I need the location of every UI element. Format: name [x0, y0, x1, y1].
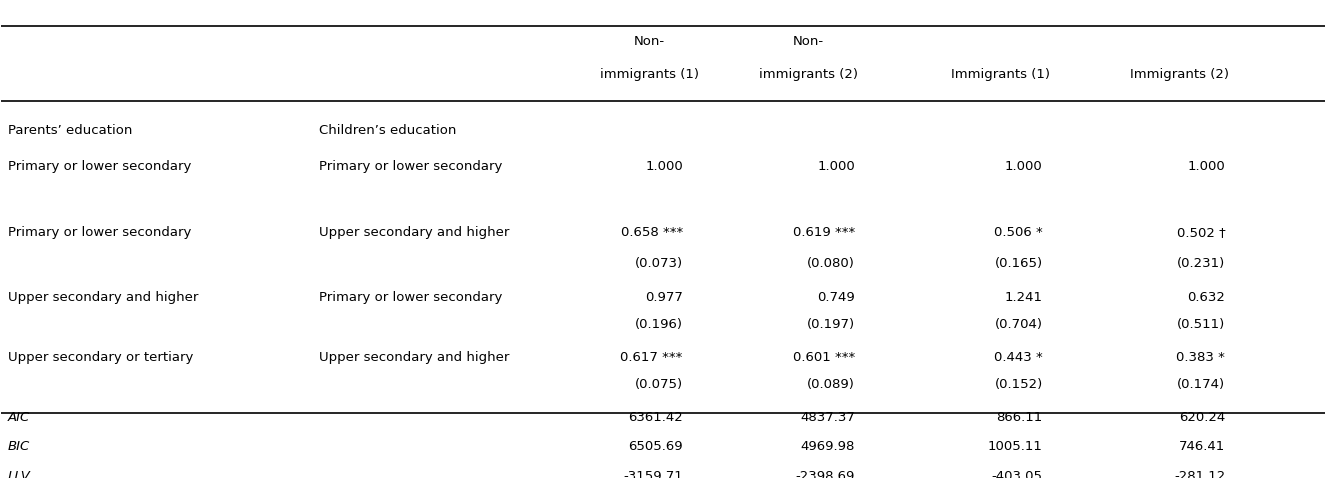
- Text: 4969.98: 4969.98: [801, 441, 855, 454]
- Text: Non-: Non-: [634, 35, 666, 48]
- Text: -3159.71: -3159.71: [623, 469, 683, 478]
- Text: 0.443 *: 0.443 *: [994, 351, 1042, 364]
- Text: (0.080): (0.080): [808, 257, 855, 271]
- Text: Immigrants (1): Immigrants (1): [951, 68, 1050, 81]
- Text: BIC: BIC: [8, 441, 30, 454]
- Text: 1.241: 1.241: [1005, 291, 1042, 304]
- Text: -403.05: -403.05: [992, 469, 1042, 478]
- Text: Upper secondary and higher: Upper secondary and higher: [320, 226, 509, 239]
- Text: 746.41: 746.41: [1179, 441, 1225, 454]
- Text: Upper secondary and higher: Upper secondary and higher: [8, 291, 199, 304]
- Text: (0.511): (0.511): [1177, 318, 1225, 331]
- Text: 4837.37: 4837.37: [800, 412, 855, 424]
- Text: (0.197): (0.197): [806, 318, 855, 331]
- Text: 1.000: 1.000: [817, 160, 855, 173]
- Text: 6505.69: 6505.69: [629, 441, 683, 454]
- Text: (0.196): (0.196): [635, 318, 683, 331]
- Text: 1005.11: 1005.11: [988, 441, 1042, 454]
- Text: 0.502 †: 0.502 †: [1176, 226, 1225, 239]
- Text: 1.000: 1.000: [1188, 160, 1225, 173]
- Text: (0.152): (0.152): [994, 378, 1042, 391]
- Text: (0.174): (0.174): [1177, 378, 1225, 391]
- Text: 0.601 ***: 0.601 ***: [793, 351, 855, 364]
- Text: Upper secondary and higher: Upper secondary and higher: [320, 351, 509, 364]
- Text: (0.075): (0.075): [635, 378, 683, 391]
- Text: Immigrants (2): Immigrants (2): [1130, 68, 1229, 81]
- Text: 0.383 *: 0.383 *: [1176, 351, 1225, 364]
- Text: Primary or lower secondary: Primary or lower secondary: [8, 160, 191, 173]
- Text: (0.089): (0.089): [808, 378, 855, 391]
- Text: 6361.42: 6361.42: [629, 412, 683, 424]
- Text: Primary or lower secondary: Primary or lower secondary: [8, 226, 191, 239]
- Text: (0.165): (0.165): [994, 257, 1042, 271]
- Text: 0.749: 0.749: [817, 291, 855, 304]
- Text: Non-: Non-: [793, 35, 825, 48]
- Text: 0.617 ***: 0.617 ***: [621, 351, 683, 364]
- Text: AIC: AIC: [8, 412, 30, 424]
- Text: LLV: LLV: [8, 469, 30, 478]
- Text: Children’s education: Children’s education: [320, 124, 456, 137]
- Text: Parents’ education: Parents’ education: [8, 124, 133, 137]
- Text: (0.073): (0.073): [635, 257, 683, 271]
- Text: 0.977: 0.977: [644, 291, 683, 304]
- Text: 620.24: 620.24: [1179, 412, 1225, 424]
- Text: 1.000: 1.000: [644, 160, 683, 173]
- Text: 1.000: 1.000: [1005, 160, 1042, 173]
- Text: 866.11: 866.11: [997, 412, 1042, 424]
- Text: -281.12: -281.12: [1174, 469, 1225, 478]
- Text: 0.658 ***: 0.658 ***: [621, 226, 683, 239]
- Text: Primary or lower secondary: Primary or lower secondary: [320, 291, 503, 304]
- Text: immigrants (2): immigrants (2): [758, 68, 858, 81]
- Text: (0.704): (0.704): [994, 318, 1042, 331]
- Text: immigrants (1): immigrants (1): [601, 68, 699, 81]
- Text: Upper secondary or tertiary: Upper secondary or tertiary: [8, 351, 194, 364]
- Text: (0.231): (0.231): [1177, 257, 1225, 271]
- Text: 0.632: 0.632: [1188, 291, 1225, 304]
- Text: Primary or lower secondary: Primary or lower secondary: [320, 160, 503, 173]
- Text: -2398.69: -2398.69: [796, 469, 855, 478]
- Text: 0.506 *: 0.506 *: [994, 226, 1042, 239]
- Text: 0.619 ***: 0.619 ***: [793, 226, 855, 239]
